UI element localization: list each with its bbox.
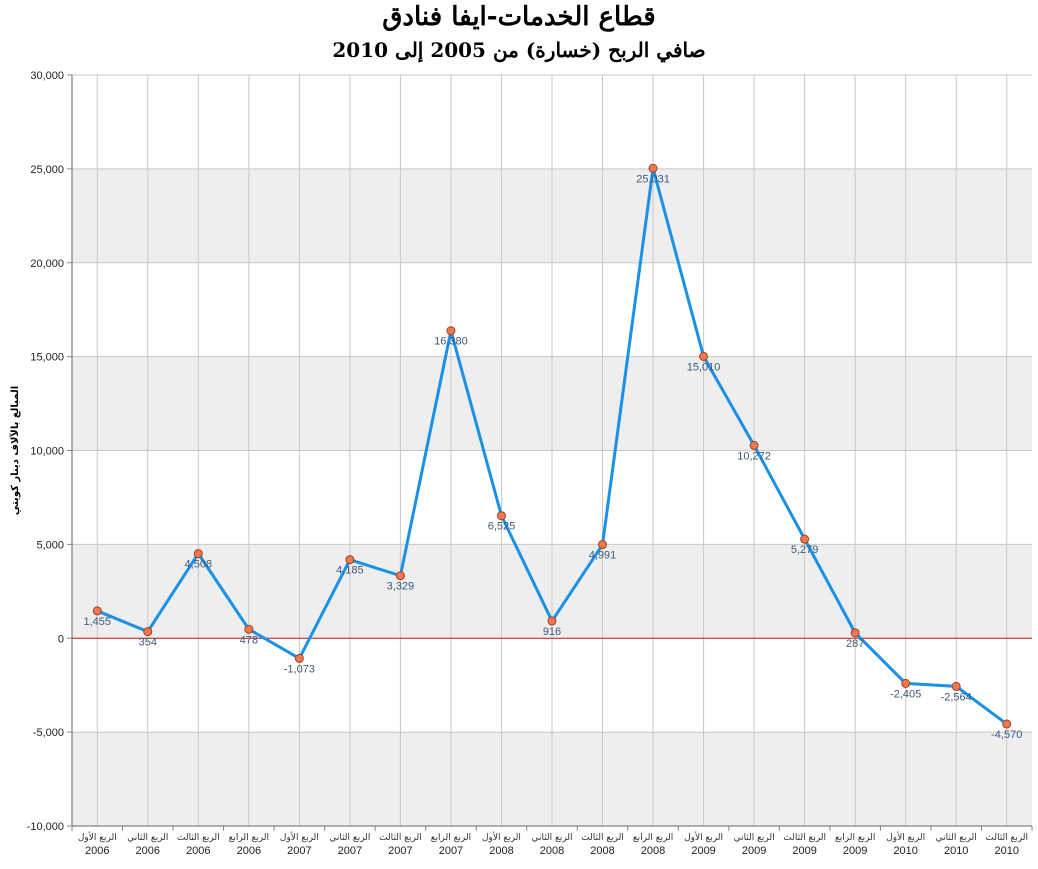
data-label: 4,185 <box>336 565 364 577</box>
data-point <box>800 534 810 544</box>
x-tick-label-quarter: الربع الأول <box>886 831 925 843</box>
x-tick-label-quarter: الربع الثاني <box>936 833 977 843</box>
data-point <box>598 540 608 550</box>
x-tick-label-year: 2006 <box>85 845 109 857</box>
y-tick-label: -5,000 <box>33 727 64 739</box>
y-axis-title: المبالغ بالآلاف دينار كويتي <box>9 386 21 515</box>
x-tick-label-year: 2007 <box>439 845 463 857</box>
data-point <box>699 351 709 361</box>
y-tick-label: 30,000 <box>30 70 64 82</box>
x-tick-label-quarter: الربع الرابع <box>835 833 875 843</box>
data-label: -2,564 <box>941 691 972 703</box>
data-label: 354 <box>139 637 157 649</box>
x-tick-label-quarter: الربع الثالث <box>379 833 422 843</box>
x-tick-label-year: 2008 <box>641 845 665 857</box>
x-tick-label-quarter: الربع الثاني <box>329 833 370 843</box>
x-tick-label-year: 2009 <box>691 845 715 857</box>
y-tick-label: 20,000 <box>30 258 64 270</box>
x-tick-label-year: 2007 <box>287 845 311 857</box>
chart-subtitle: صافي الربح (خسارة) من 2005 إلى 2010 <box>332 38 706 62</box>
data-point <box>951 681 961 691</box>
data-label: 10,272 <box>737 450 771 462</box>
y-tick-label: 10,000 <box>30 446 64 458</box>
data-label: -4,570 <box>991 729 1022 741</box>
data-point <box>648 163 658 173</box>
data-label: -2,405 <box>890 688 921 700</box>
data-point <box>496 511 506 521</box>
data-label: 3,329 <box>387 581 415 593</box>
data-label: 6,525 <box>488 521 516 533</box>
data-label: 478 <box>240 634 258 646</box>
data-label: -1,073 <box>284 663 315 675</box>
data-label: 4,991 <box>589 550 617 562</box>
data-point <box>143 627 153 637</box>
data-label: 916 <box>543 626 561 638</box>
data-label: 5,279 <box>791 544 819 556</box>
y-tick-label: 0 <box>58 633 64 645</box>
x-tick-label-year: 2009 <box>843 845 867 857</box>
x-tick-label-quarter: الربع الثاني <box>531 833 572 843</box>
y-tick-label: 15,000 <box>30 352 64 364</box>
x-tick-label-year: 2009 <box>742 845 766 857</box>
x-tick-label-year: 2008 <box>540 845 564 857</box>
x-tick-label-year: 2008 <box>590 845 614 857</box>
x-tick-label-quarter: الربع الأول <box>78 831 117 843</box>
x-tick-label-year: 2008 <box>489 845 513 857</box>
x-tick-label-quarter: الربع الثالث <box>581 833 624 843</box>
data-point <box>749 440 759 450</box>
x-tick-label-quarter: الربع الثالث <box>177 833 220 843</box>
data-point <box>901 678 911 688</box>
x-tick-label-quarter: الربع الثالث <box>985 833 1028 843</box>
y-tick-label: -10,000 <box>27 821 64 833</box>
x-tick-label-quarter: الربع الأول <box>482 831 521 843</box>
data-point <box>294 653 304 663</box>
x-tick-label-year: 2006 <box>136 845 160 857</box>
x-tick-label-year: 2009 <box>792 845 816 857</box>
x-tick-label-quarter: الربع الرابع <box>229 833 269 843</box>
x-tick-label-quarter: الربع الثاني <box>127 833 168 843</box>
x-tick-label-year: 2010 <box>893 845 917 857</box>
data-label: 1,455 <box>83 616 111 628</box>
chart-title: قطاع الخدمات-ايفا فنادق <box>382 2 656 32</box>
data-label: 15,010 <box>687 361 721 373</box>
data-point <box>395 571 405 581</box>
x-tick-label-year: 2010 <box>994 845 1018 857</box>
x-tick-label-year: 2006 <box>237 845 261 857</box>
y-tick-label: 5,000 <box>36 539 64 551</box>
data-point <box>1002 719 1012 729</box>
x-tick-label-year: 2007 <box>388 845 412 857</box>
x-tick-label-quarter: الربع الأول <box>684 831 723 843</box>
data-point <box>244 624 254 634</box>
x-tick-label-year: 2006 <box>186 845 210 857</box>
data-point <box>345 555 355 565</box>
x-tick-label-year: 2007 <box>338 845 362 857</box>
data-label: 16,380 <box>434 336 468 348</box>
data-point <box>850 628 860 638</box>
data-point <box>193 549 203 559</box>
data-label: 287 <box>846 638 864 650</box>
x-tick-label-quarter: الربع الرابع <box>633 833 673 843</box>
x-tick-label-year: 2010 <box>944 845 968 857</box>
x-tick-label-quarter: الربع الرابع <box>431 833 471 843</box>
data-point <box>547 616 557 626</box>
data-point <box>446 326 456 336</box>
data-label: 25,031 <box>636 173 670 185</box>
x-tick-label-quarter: الربع الأول <box>280 831 319 843</box>
y-tick-label: 25,000 <box>30 164 64 176</box>
x-tick-label-quarter: الربع الثاني <box>734 833 775 843</box>
x-tick-label-quarter: الربع الثالث <box>783 833 826 843</box>
data-point <box>92 606 102 616</box>
data-label: 4,508 <box>185 559 213 571</box>
